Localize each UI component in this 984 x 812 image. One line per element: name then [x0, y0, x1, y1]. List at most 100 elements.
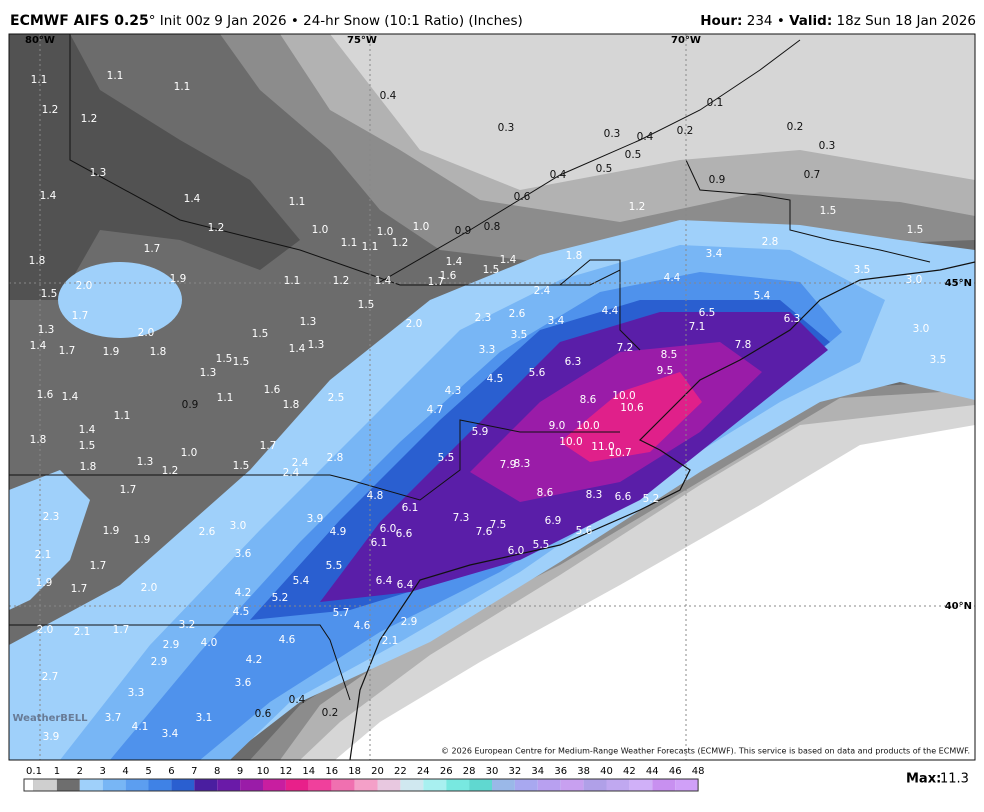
- snow-value: 1.9: [103, 525, 120, 537]
- snow-value: 2.9: [151, 656, 168, 668]
- snow-value: 2.0: [138, 327, 155, 339]
- colorbar-swatch: [469, 779, 492, 791]
- colorbar-swatch: [377, 779, 401, 791]
- snow-value: 1.2: [208, 222, 225, 234]
- snow-value: 1.0: [181, 447, 198, 459]
- colorbar-swatch: [537, 779, 561, 791]
- snow-value: 5.6: [529, 367, 546, 379]
- snow-value: 3.3: [479, 344, 496, 356]
- colorbar-frame: [23, 778, 699, 792]
- snow-value: 10.7: [608, 447, 631, 459]
- snow-value: 3.1: [196, 712, 213, 724]
- colorbar-tick-label: 14: [302, 766, 315, 777]
- snow-value: 5.2: [643, 493, 660, 505]
- snow-value: 1.2: [81, 113, 98, 125]
- snow-value: 1.9: [36, 577, 53, 589]
- snow-value: 10.0: [576, 420, 599, 432]
- snow-value: 2.5: [328, 392, 345, 404]
- snow-value: 1.5: [252, 328, 269, 340]
- grid-label: 80°W: [25, 35, 55, 46]
- colorbar-tick-label: 12: [280, 766, 293, 777]
- colorbar-tick-label: 1: [54, 766, 60, 777]
- border: [379, 39, 801, 283]
- colorbar-tick-label: 44: [646, 766, 659, 777]
- snow-value: 0.2: [677, 125, 694, 137]
- snow-value: 6.6: [396, 528, 413, 540]
- snow-value: 5.5: [438, 452, 455, 464]
- snow-value: 9.0: [549, 420, 566, 432]
- colorbar-tick-label: 2: [77, 766, 83, 777]
- colorbar-swatch: [652, 779, 676, 791]
- snow-value: 1.1: [174, 81, 191, 93]
- snow-value: 5.5: [326, 560, 343, 572]
- snow-value: 8.5: [661, 349, 678, 361]
- colorbar-swatch: [629, 779, 653, 791]
- snow-value: 6.3: [565, 356, 582, 368]
- border: [69, 34, 641, 351]
- shade: [9, 470, 90, 610]
- separator: •: [777, 13, 785, 29]
- model-name: ECMWF AIFS 0.25: [10, 13, 149, 29]
- colorbar-tick-label: 22: [394, 766, 407, 777]
- snow-value: 4.9: [330, 526, 347, 538]
- snow-value: 2.6: [199, 526, 216, 538]
- colorbar-tick-label: 18: [348, 766, 361, 777]
- snow-value: 6.5: [699, 307, 716, 319]
- snow-value: 6.0: [380, 523, 397, 535]
- valid: 18z Sun 18 Jan 2026: [837, 13, 976, 29]
- colorbar-swatch: [446, 779, 470, 791]
- colorbar-swatch: [308, 779, 332, 791]
- snow-value: 10.0: [559, 436, 582, 448]
- snow-value: 1.0: [413, 221, 430, 233]
- snow-value: 1.4: [62, 391, 79, 403]
- snow-value: 0.4: [637, 131, 654, 143]
- colorbar-tick-label: 26: [440, 766, 453, 777]
- snow-value: 0.9: [455, 225, 472, 237]
- border: [9, 419, 620, 501]
- colorbar-swatch: [125, 779, 149, 791]
- snow-value: 1.1: [362, 241, 379, 253]
- snow-value: 0.2: [787, 121, 804, 133]
- snow-value: 1.6: [440, 270, 457, 282]
- snow-value: 4.8: [367, 490, 384, 502]
- snow-value: 1.4: [289, 343, 306, 355]
- colorbar-swatch: [514, 779, 538, 791]
- snow-value: 2.0: [406, 318, 423, 330]
- snow-value: 3.4: [162, 728, 179, 740]
- snow-value: 0.6: [255, 708, 272, 720]
- snow-value: 1.8: [150, 346, 167, 358]
- snow-value: 0.4: [380, 90, 397, 102]
- snow-value: 7.3: [453, 512, 470, 524]
- snow-value: 1.1: [289, 196, 306, 208]
- snow-value: 11.0: [591, 441, 614, 453]
- snow-value: 2.8: [762, 236, 779, 248]
- snow-value: 5.9: [472, 426, 489, 438]
- snow-value: 1.5: [820, 205, 837, 217]
- colorbar-swatch: [263, 779, 286, 791]
- snow-value: 4.3: [445, 385, 462, 397]
- snow-value: 2.9: [163, 639, 180, 651]
- grid-label: 70°W: [671, 35, 701, 46]
- colorbar-tick-label: 7: [191, 766, 197, 777]
- snow-value: 3.2: [179, 619, 196, 631]
- snow-value: 8.3: [586, 489, 603, 501]
- hour: 234: [747, 13, 773, 29]
- snow-value: 5.5: [533, 539, 550, 551]
- snow-value: 7.2: [617, 342, 634, 354]
- snow-value: 1.5: [41, 288, 58, 300]
- colorbar-tick-label: 30: [486, 766, 499, 777]
- colorbar-swatch: [583, 779, 607, 791]
- snow-value: 1.2: [333, 275, 350, 287]
- snow-value: 4.1: [132, 721, 149, 733]
- snow-value: 2.8: [327, 452, 344, 464]
- map-title: ° Init 00z 9 Jan 2026 • 24-hr Snow (10:1…: [149, 13, 523, 29]
- snow-value: 1.8: [29, 255, 46, 267]
- snow-value: 1.7: [90, 560, 107, 572]
- snow-value: 2.0: [37, 624, 54, 636]
- snow-value: 0.2: [322, 707, 339, 719]
- snow-value: 3.4: [706, 248, 723, 260]
- shade: [560, 372, 702, 462]
- snow-value: 4.6: [354, 620, 371, 632]
- snow-value: 1.5: [216, 353, 233, 365]
